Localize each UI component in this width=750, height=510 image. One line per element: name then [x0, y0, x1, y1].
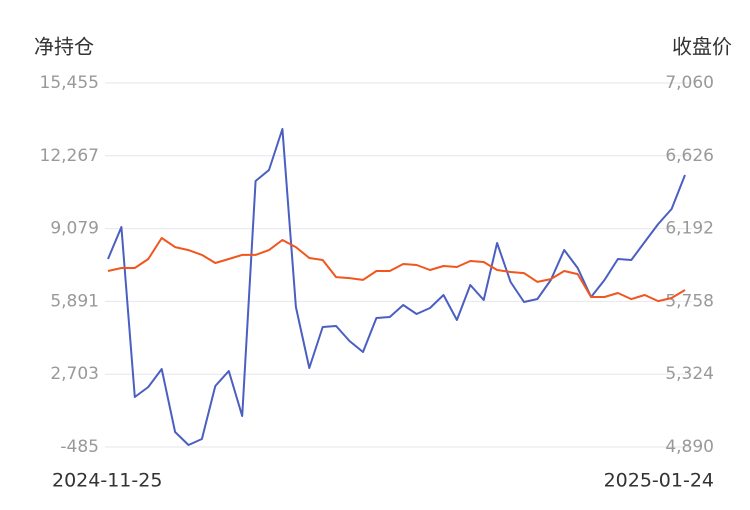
- y2-tick-label: 7,060: [665, 73, 714, 93]
- series-line: [107, 128, 686, 446]
- y-tick-label: 12,267: [40, 146, 99, 166]
- y2-tick-label: 5,758: [665, 291, 714, 311]
- series-line: [107, 237, 686, 303]
- y2-tick-label: 5,324: [665, 364, 714, 384]
- y-tick-label: -485: [60, 437, 99, 457]
- x-tick-label: 2025-01-24: [604, 470, 714, 492]
- y-tick-label: 5,891: [50, 291, 99, 311]
- y-tick-label: 2,703: [50, 364, 99, 384]
- y2-tick-label: 6,192: [665, 219, 714, 239]
- y2-tick-label: 6,626: [665, 146, 714, 166]
- y-tick-label: 9,079: [50, 219, 99, 239]
- y2-axis-title: 收盘价: [672, 35, 732, 59]
- y-tick-label: 15,455: [40, 73, 99, 93]
- x-tick-label: 2024-11-25: [52, 470, 162, 492]
- y2-tick-label: 4,890: [665, 437, 714, 457]
- y-axis-title: 净持仓: [34, 35, 94, 59]
